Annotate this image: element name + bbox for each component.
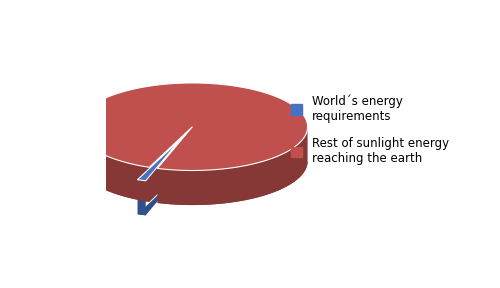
Polygon shape (77, 127, 149, 202)
Polygon shape (158, 161, 308, 205)
Polygon shape (77, 83, 308, 170)
Polygon shape (138, 174, 180, 215)
Polygon shape (158, 127, 308, 205)
Polygon shape (77, 161, 192, 202)
Polygon shape (138, 139, 180, 181)
Polygon shape (138, 180, 145, 215)
Legend: World´s energy
requirements, Rest of sunlight energy
reaching the earth: World´s energy requirements, Rest of sun… (284, 88, 455, 171)
